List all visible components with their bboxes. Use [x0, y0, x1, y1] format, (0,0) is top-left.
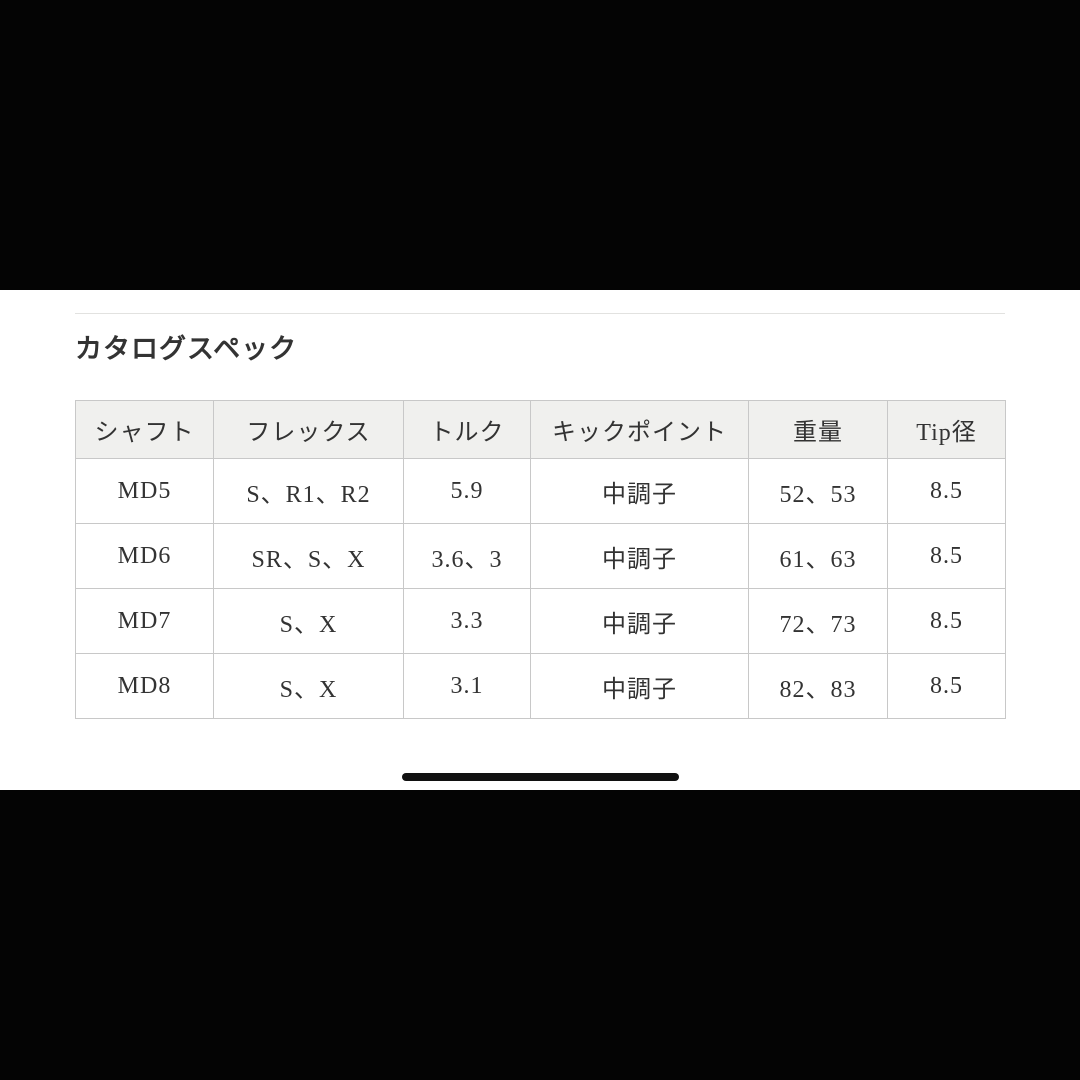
cell-weight: 52、53 — [748, 458, 888, 524]
content-panel: カタログスペック シャフト フレックス トルク キックポイント 重量 Tip径 … — [0, 290, 1080, 790]
cell-kickpoint: 中調子 — [530, 458, 749, 524]
col-header-tip-diameter: Tip径 — [887, 400, 1006, 459]
col-header-kickpoint: キックポイント — [530, 400, 749, 459]
cell-tip-diameter: 8.5 — [887, 653, 1006, 719]
table-row: MD7 S、X 3.3 中調子 72、73 8.5 — [75, 588, 1006, 654]
col-header-shaft: シャフト — [75, 400, 214, 459]
cell-flex: S、X — [213, 588, 404, 654]
table-row: MD8 S、X 3.1 中調子 82、83 8.5 — [75, 653, 1006, 719]
page-title: カタログスペック — [75, 334, 298, 364]
cell-shaft: MD5 — [75, 458, 214, 524]
cell-weight: 72、73 — [748, 588, 888, 654]
spec-table: シャフト フレックス トルク キックポイント 重量 Tip径 MD5 S、R1、… — [75, 400, 1006, 719]
cell-shaft: MD7 — [75, 588, 214, 654]
cell-torque: 3.1 — [403, 653, 531, 719]
cell-torque: 3.6、3 — [403, 523, 531, 589]
letterbox-top — [0, 0, 1080, 290]
cell-flex: S、R1、R2 — [213, 458, 404, 524]
cell-kickpoint: 中調子 — [530, 588, 749, 654]
cell-kickpoint: 中調子 — [530, 653, 749, 719]
cell-weight: 61、63 — [748, 523, 888, 589]
home-indicator-bar[interactable] — [401, 773, 679, 781]
table-row: MD6 SR、S、X 3.6、3 中調子 61、63 8.5 — [75, 523, 1006, 589]
col-header-flex: フレックス — [213, 400, 404, 459]
col-header-torque: トルク — [403, 400, 531, 459]
cell-kickpoint: 中調子 — [530, 523, 749, 589]
cell-shaft: MD6 — [75, 523, 214, 589]
cell-tip-diameter: 8.5 — [887, 458, 1006, 524]
cell-torque: 5.9 — [403, 458, 531, 524]
cell-tip-diameter: 8.5 — [887, 588, 1006, 654]
cell-torque: 3.3 — [403, 588, 531, 654]
cell-shaft: MD8 — [75, 653, 214, 719]
cell-flex: SR、S、X — [213, 523, 404, 589]
cell-tip-diameter: 8.5 — [887, 523, 1006, 589]
section-divider — [75, 313, 1005, 314]
col-header-weight: 重量 — [748, 400, 888, 459]
letterbox-bottom — [0, 790, 1080, 1080]
cell-weight: 82、83 — [748, 653, 888, 719]
table-row: MD5 S、R1、R2 5.9 中調子 52、53 8.5 — [75, 458, 1006, 524]
cell-flex: S、X — [213, 653, 404, 719]
table-header-row: シャフト フレックス トルク キックポイント 重量 Tip径 — [75, 400, 1006, 459]
